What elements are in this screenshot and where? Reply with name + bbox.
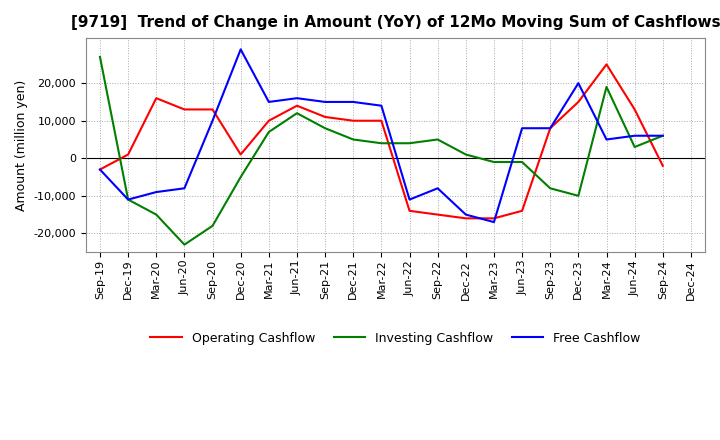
Investing Cashflow	[462, 152, 470, 157]
Operating Cashflow	[180, 107, 189, 112]
Investing Cashflow	[630, 144, 639, 150]
Free Cashflow	[180, 186, 189, 191]
Line: Investing Cashflow: Investing Cashflow	[100, 57, 663, 245]
Operating Cashflow	[602, 62, 611, 67]
Investing Cashflow	[124, 197, 132, 202]
Free Cashflow	[152, 189, 161, 194]
Line: Free Cashflow: Free Cashflow	[100, 49, 663, 222]
Investing Cashflow	[152, 212, 161, 217]
Operating Cashflow	[518, 208, 526, 213]
Free Cashflow	[433, 186, 442, 191]
Operating Cashflow	[405, 208, 414, 213]
Operating Cashflow	[490, 216, 498, 221]
Free Cashflow	[602, 137, 611, 142]
Investing Cashflow	[321, 125, 330, 131]
Free Cashflow	[208, 118, 217, 123]
Investing Cashflow	[208, 223, 217, 228]
Investing Cashflow	[659, 133, 667, 138]
Free Cashflow	[349, 99, 358, 105]
Investing Cashflow	[377, 141, 386, 146]
Operating Cashflow	[236, 152, 245, 157]
Investing Cashflow	[405, 141, 414, 146]
Investing Cashflow	[96, 54, 104, 59]
Operating Cashflow	[321, 114, 330, 120]
Free Cashflow	[462, 212, 470, 217]
Free Cashflow	[405, 197, 414, 202]
Operating Cashflow	[546, 125, 554, 131]
Investing Cashflow	[236, 174, 245, 180]
Free Cashflow	[292, 95, 301, 101]
Investing Cashflow	[180, 242, 189, 247]
Operating Cashflow	[349, 118, 358, 123]
Legend: Operating Cashflow, Investing Cashflow, Free Cashflow: Operating Cashflow, Investing Cashflow, …	[145, 327, 646, 350]
Y-axis label: Amount (million yen): Amount (million yen)	[15, 80, 28, 211]
Free Cashflow	[546, 125, 554, 131]
Investing Cashflow	[546, 186, 554, 191]
Operating Cashflow	[377, 118, 386, 123]
Free Cashflow	[490, 220, 498, 225]
Operating Cashflow	[124, 152, 132, 157]
Operating Cashflow	[659, 163, 667, 169]
Operating Cashflow	[292, 103, 301, 108]
Investing Cashflow	[490, 159, 498, 165]
Free Cashflow	[518, 125, 526, 131]
Investing Cashflow	[349, 137, 358, 142]
Operating Cashflow	[630, 107, 639, 112]
Free Cashflow	[321, 99, 330, 105]
Investing Cashflow	[292, 110, 301, 116]
Free Cashflow	[574, 81, 582, 86]
Operating Cashflow	[574, 99, 582, 105]
Operating Cashflow	[433, 212, 442, 217]
Investing Cashflow	[264, 129, 273, 135]
Title: [9719]  Trend of Change in Amount (YoY) of 12Mo Moving Sum of Cashflows: [9719] Trend of Change in Amount (YoY) o…	[71, 15, 720, 30]
Operating Cashflow	[462, 216, 470, 221]
Free Cashflow	[630, 133, 639, 138]
Investing Cashflow	[518, 159, 526, 165]
Free Cashflow	[236, 47, 245, 52]
Free Cashflow	[124, 197, 132, 202]
Free Cashflow	[377, 103, 386, 108]
Free Cashflow	[264, 99, 273, 105]
Line: Operating Cashflow: Operating Cashflow	[100, 64, 663, 218]
Operating Cashflow	[264, 118, 273, 123]
Operating Cashflow	[208, 107, 217, 112]
Investing Cashflow	[602, 84, 611, 90]
Operating Cashflow	[152, 95, 161, 101]
Investing Cashflow	[574, 193, 582, 198]
Free Cashflow	[96, 167, 104, 172]
Operating Cashflow	[96, 167, 104, 172]
Investing Cashflow	[433, 137, 442, 142]
Free Cashflow	[659, 133, 667, 138]
